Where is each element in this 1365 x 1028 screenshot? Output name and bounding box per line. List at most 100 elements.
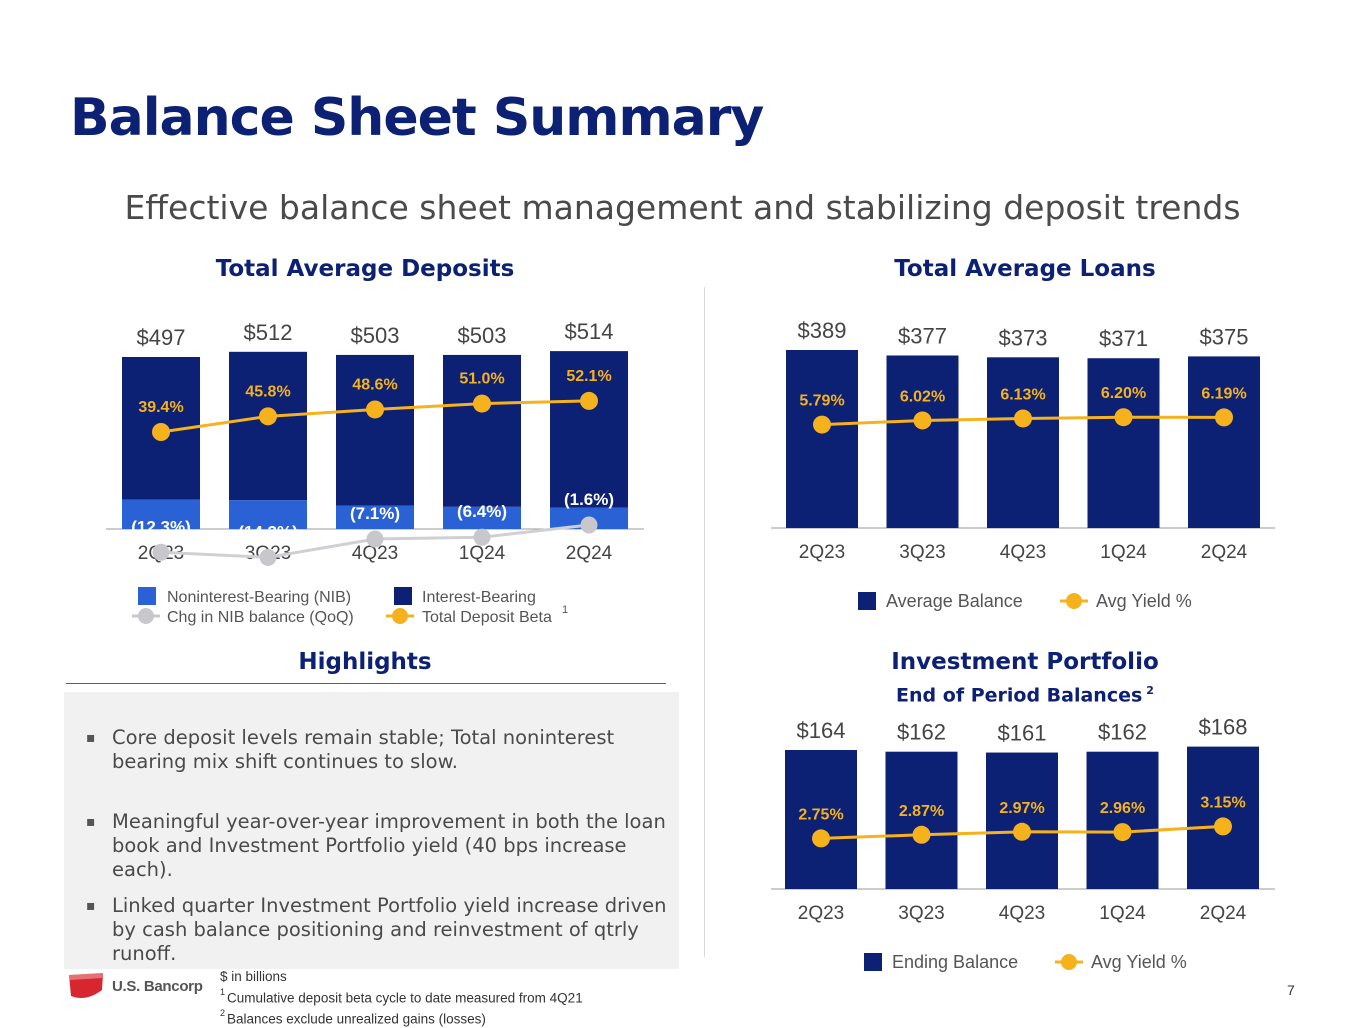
data-label: 3.15% <box>1200 794 1245 811</box>
x-tick-label: 2Q24 <box>1200 903 1247 924</box>
total-label: $164 <box>797 718 846 743</box>
bar <box>786 350 858 528</box>
bar <box>1087 358 1160 528</box>
data-label: 6.13% <box>1000 386 1045 403</box>
highlight-item: ▪ Linked quarter Investment Portfolio yi… <box>86 894 667 965</box>
loans-chart: $389 2Q23 $377 3Q23 $373 4Q23 $371 1Q24 $375 2Q24… <box>771 318 1275 611</box>
bar-noninterest-bearing <box>122 499 200 529</box>
bar-noninterest-bearing <box>443 506 521 529</box>
total-label: $497 <box>137 325 186 350</box>
investment-chart-title: Investment Portfolio <box>891 649 1159 675</box>
data-point <box>912 825 931 844</box>
x-tick-label: 2Q24 <box>566 543 613 564</box>
total-label: $373 <box>999 325 1048 350</box>
footnote-mark: 1 <box>562 604 568 616</box>
total-label: $371 <box>1099 326 1148 351</box>
bar <box>886 355 959 528</box>
investment-chart: $164 2Q23 $162 3Q23 $161 4Q23 $162 1Q24 $168 2Q24… <box>771 715 1275 972</box>
footnote: 1 Cumulative deposit beta cycle to date m… <box>220 986 583 1006</box>
data-label: 5.79% <box>799 393 844 410</box>
legend-marker <box>1061 954 1077 970</box>
data-label: 2.87% <box>899 803 944 820</box>
us-bancorp-logo: U.S. Bancorp <box>68 972 203 1000</box>
highlights-divider <box>66 683 666 684</box>
total-label: $389 <box>798 318 847 343</box>
highlight-item: ▪ Meaningful year-over-year improvement … <box>86 810 666 881</box>
data-label: (7.1%) <box>350 504 400 523</box>
data-label: 39.4% <box>138 399 183 416</box>
x-tick-label: 3Q23 <box>898 903 944 924</box>
legend-label: Avg Yield % <box>1096 591 1192 611</box>
highlights-panel: ▪ Core deposit levels remain stable; Tot… <box>64 692 679 969</box>
total-label: $161 <box>998 721 1047 746</box>
total-label: $503 <box>351 323 400 348</box>
total-label: $512 <box>244 320 293 345</box>
x-tick-label: 2Q23 <box>798 903 844 924</box>
data-point <box>259 407 277 426</box>
data-point <box>152 423 170 441</box>
data-label: 48.6% <box>352 376 397 393</box>
data-label: 6.02% <box>900 388 945 405</box>
data-point <box>1014 409 1032 428</box>
legend-marker <box>138 608 154 624</box>
data-point <box>366 400 384 419</box>
legend-swatch <box>394 587 412 605</box>
data-point <box>1114 408 1133 427</box>
data-label: 6.19% <box>1201 385 1246 402</box>
highlight-item: ▪ Core deposit levels remain stable; Tot… <box>86 726 615 773</box>
bar-noninterest-bearing <box>336 505 414 529</box>
data-label: 51.0% <box>459 371 504 388</box>
data-point <box>1013 822 1031 841</box>
legend-label: Ending Balance <box>892 952 1018 972</box>
footnotes: $ in billions 1 Cumulative deposit beta c… <box>220 968 583 1028</box>
total-label: $162 <box>1098 720 1147 745</box>
legend-label: Average Balance <box>886 591 1023 611</box>
x-tick-label: 2Q24 <box>1201 542 1248 563</box>
loans-chart-title: Total Average Loans <box>894 256 1156 282</box>
footnote: 2 Balances exclude unrealized gains (loss… <box>220 1007 486 1027</box>
x-tick-label: 1Q24 <box>1100 542 1147 563</box>
total-label: $503 <box>458 323 507 348</box>
data-label: 2.75% <box>798 806 843 823</box>
deposits-chart-title: Total Average Deposits <box>215 256 515 282</box>
bar <box>987 357 1059 528</box>
x-tick-label: 4Q23 <box>352 543 398 564</box>
investment-chart-subtitle: End of Period Balances 2 <box>896 684 1154 707</box>
x-tick-label: 2Q23 <box>799 542 845 563</box>
data-point <box>580 391 598 410</box>
footnote: $ in billions <box>220 969 287 984</box>
bullet-icon: ▪ <box>86 730 96 746</box>
legend-label: Noninterest-Bearing (NIB) <box>167 589 351 606</box>
data-label: 45.8% <box>245 383 290 400</box>
bar-interest-bearing <box>336 354 414 506</box>
data-label: (1.6%) <box>564 490 614 509</box>
x-tick-label: 4Q23 <box>1000 542 1046 563</box>
legend-swatch <box>864 953 882 971</box>
logo-text: U.S. Bancorp <box>112 977 203 995</box>
x-tick-label: 4Q23 <box>999 903 1045 924</box>
total-label: $514 <box>565 319 614 344</box>
bar-interest-bearing <box>550 351 628 508</box>
data-point <box>580 516 598 534</box>
bar <box>1188 356 1260 528</box>
bar <box>986 752 1058 889</box>
deposits-chart: $4972Q23$5123Q23$5034Q23$5031Q24$5142Q24… <box>106 319 644 626</box>
vertical-divider <box>704 287 705 957</box>
legend-label: Avg Yield % <box>1091 952 1187 972</box>
bar <box>885 751 958 889</box>
legend-swatch <box>138 587 156 605</box>
x-tick-label: 1Q24 <box>459 543 506 564</box>
total-label: $377 <box>898 323 947 348</box>
data-point <box>473 394 491 413</box>
data-point <box>812 829 830 848</box>
page-subtitle: Effective balance sheet management and s… <box>124 188 1241 227</box>
total-label: $162 <box>897 720 946 745</box>
data-label: 52.1% <box>566 368 611 385</box>
data-point <box>1215 408 1233 427</box>
data-point <box>366 530 384 548</box>
data-point <box>473 528 491 546</box>
page-title: Balance Sheet Summary <box>70 88 764 148</box>
legend-label: Interest-Bearing <box>422 589 536 606</box>
x-tick-label: 1Q24 <box>1099 903 1146 924</box>
bullet-icon: ▪ <box>86 814 96 830</box>
